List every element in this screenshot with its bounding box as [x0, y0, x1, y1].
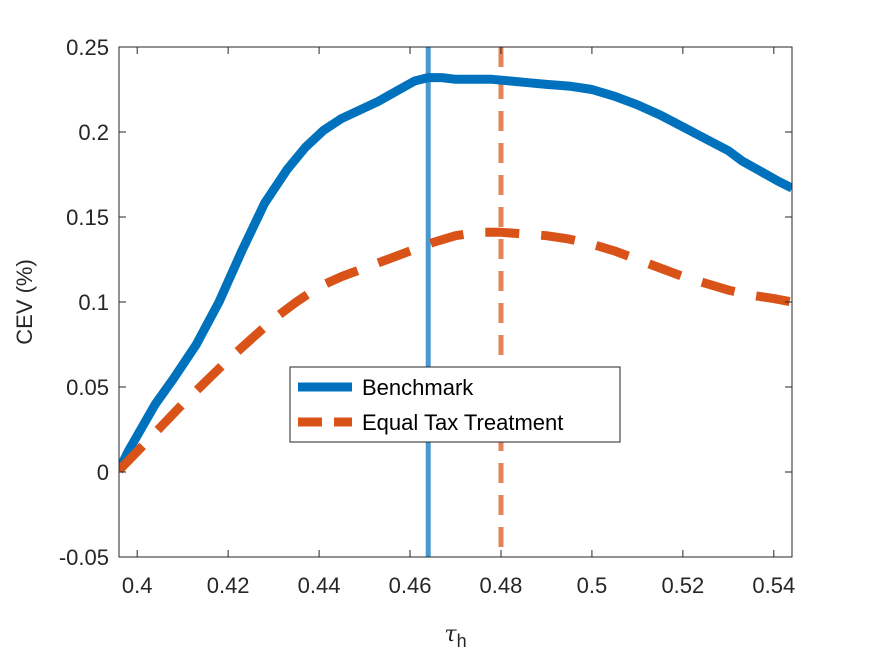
y-tick-label: 0.05 — [66, 375, 109, 400]
reference-lines — [425, 47, 504, 557]
series-line-2 — [119, 227, 792, 474]
y-tick-label: 0.2 — [78, 120, 109, 145]
y-tick-label: 0 — [97, 460, 109, 485]
x-axis-label-subscript: h — [457, 631, 467, 651]
x-axis-label: τh — [444, 622, 466, 651]
x-tick-label: 0.52 — [661, 573, 704, 598]
x-tick-label: 0.5 — [577, 573, 608, 598]
y-axis: -0.05 0 0.05 0.1 0.15 0.2 0.25 — [59, 35, 792, 570]
x-tick-label: 0.44 — [298, 573, 341, 598]
x-axis: 0.4 0.42 0.44 0.46 0.48 0.5 0.52 0.54 — [122, 47, 795, 598]
y-axis-label: CEV (%) — [12, 259, 37, 345]
legend-box — [289, 366, 621, 443]
legend: Benchmark Equal Tax Treatment — [289, 366, 621, 443]
y-tick-label: 0.15 — [66, 205, 109, 230]
series-line-1 — [119, 73, 792, 473]
y-tick-label: 0.25 — [66, 35, 109, 60]
series-layer — [119, 73, 792, 474]
x-tick-label: 0.46 — [389, 573, 432, 598]
y-tick-label: -0.05 — [59, 545, 109, 570]
y-tick-label: 0.1 — [78, 290, 109, 315]
x-tick-label: 0.54 — [752, 573, 795, 598]
x-tick-label: 0.42 — [207, 573, 250, 598]
x-tick-label: 0.48 — [480, 573, 523, 598]
x-tick-label: 0.4 — [122, 573, 153, 598]
legend-label-2: Equal Tax Treatment — [362, 410, 563, 435]
legend-label-1: Benchmark — [362, 375, 474, 400]
x-axis-label-symbol: τ — [444, 622, 457, 647]
